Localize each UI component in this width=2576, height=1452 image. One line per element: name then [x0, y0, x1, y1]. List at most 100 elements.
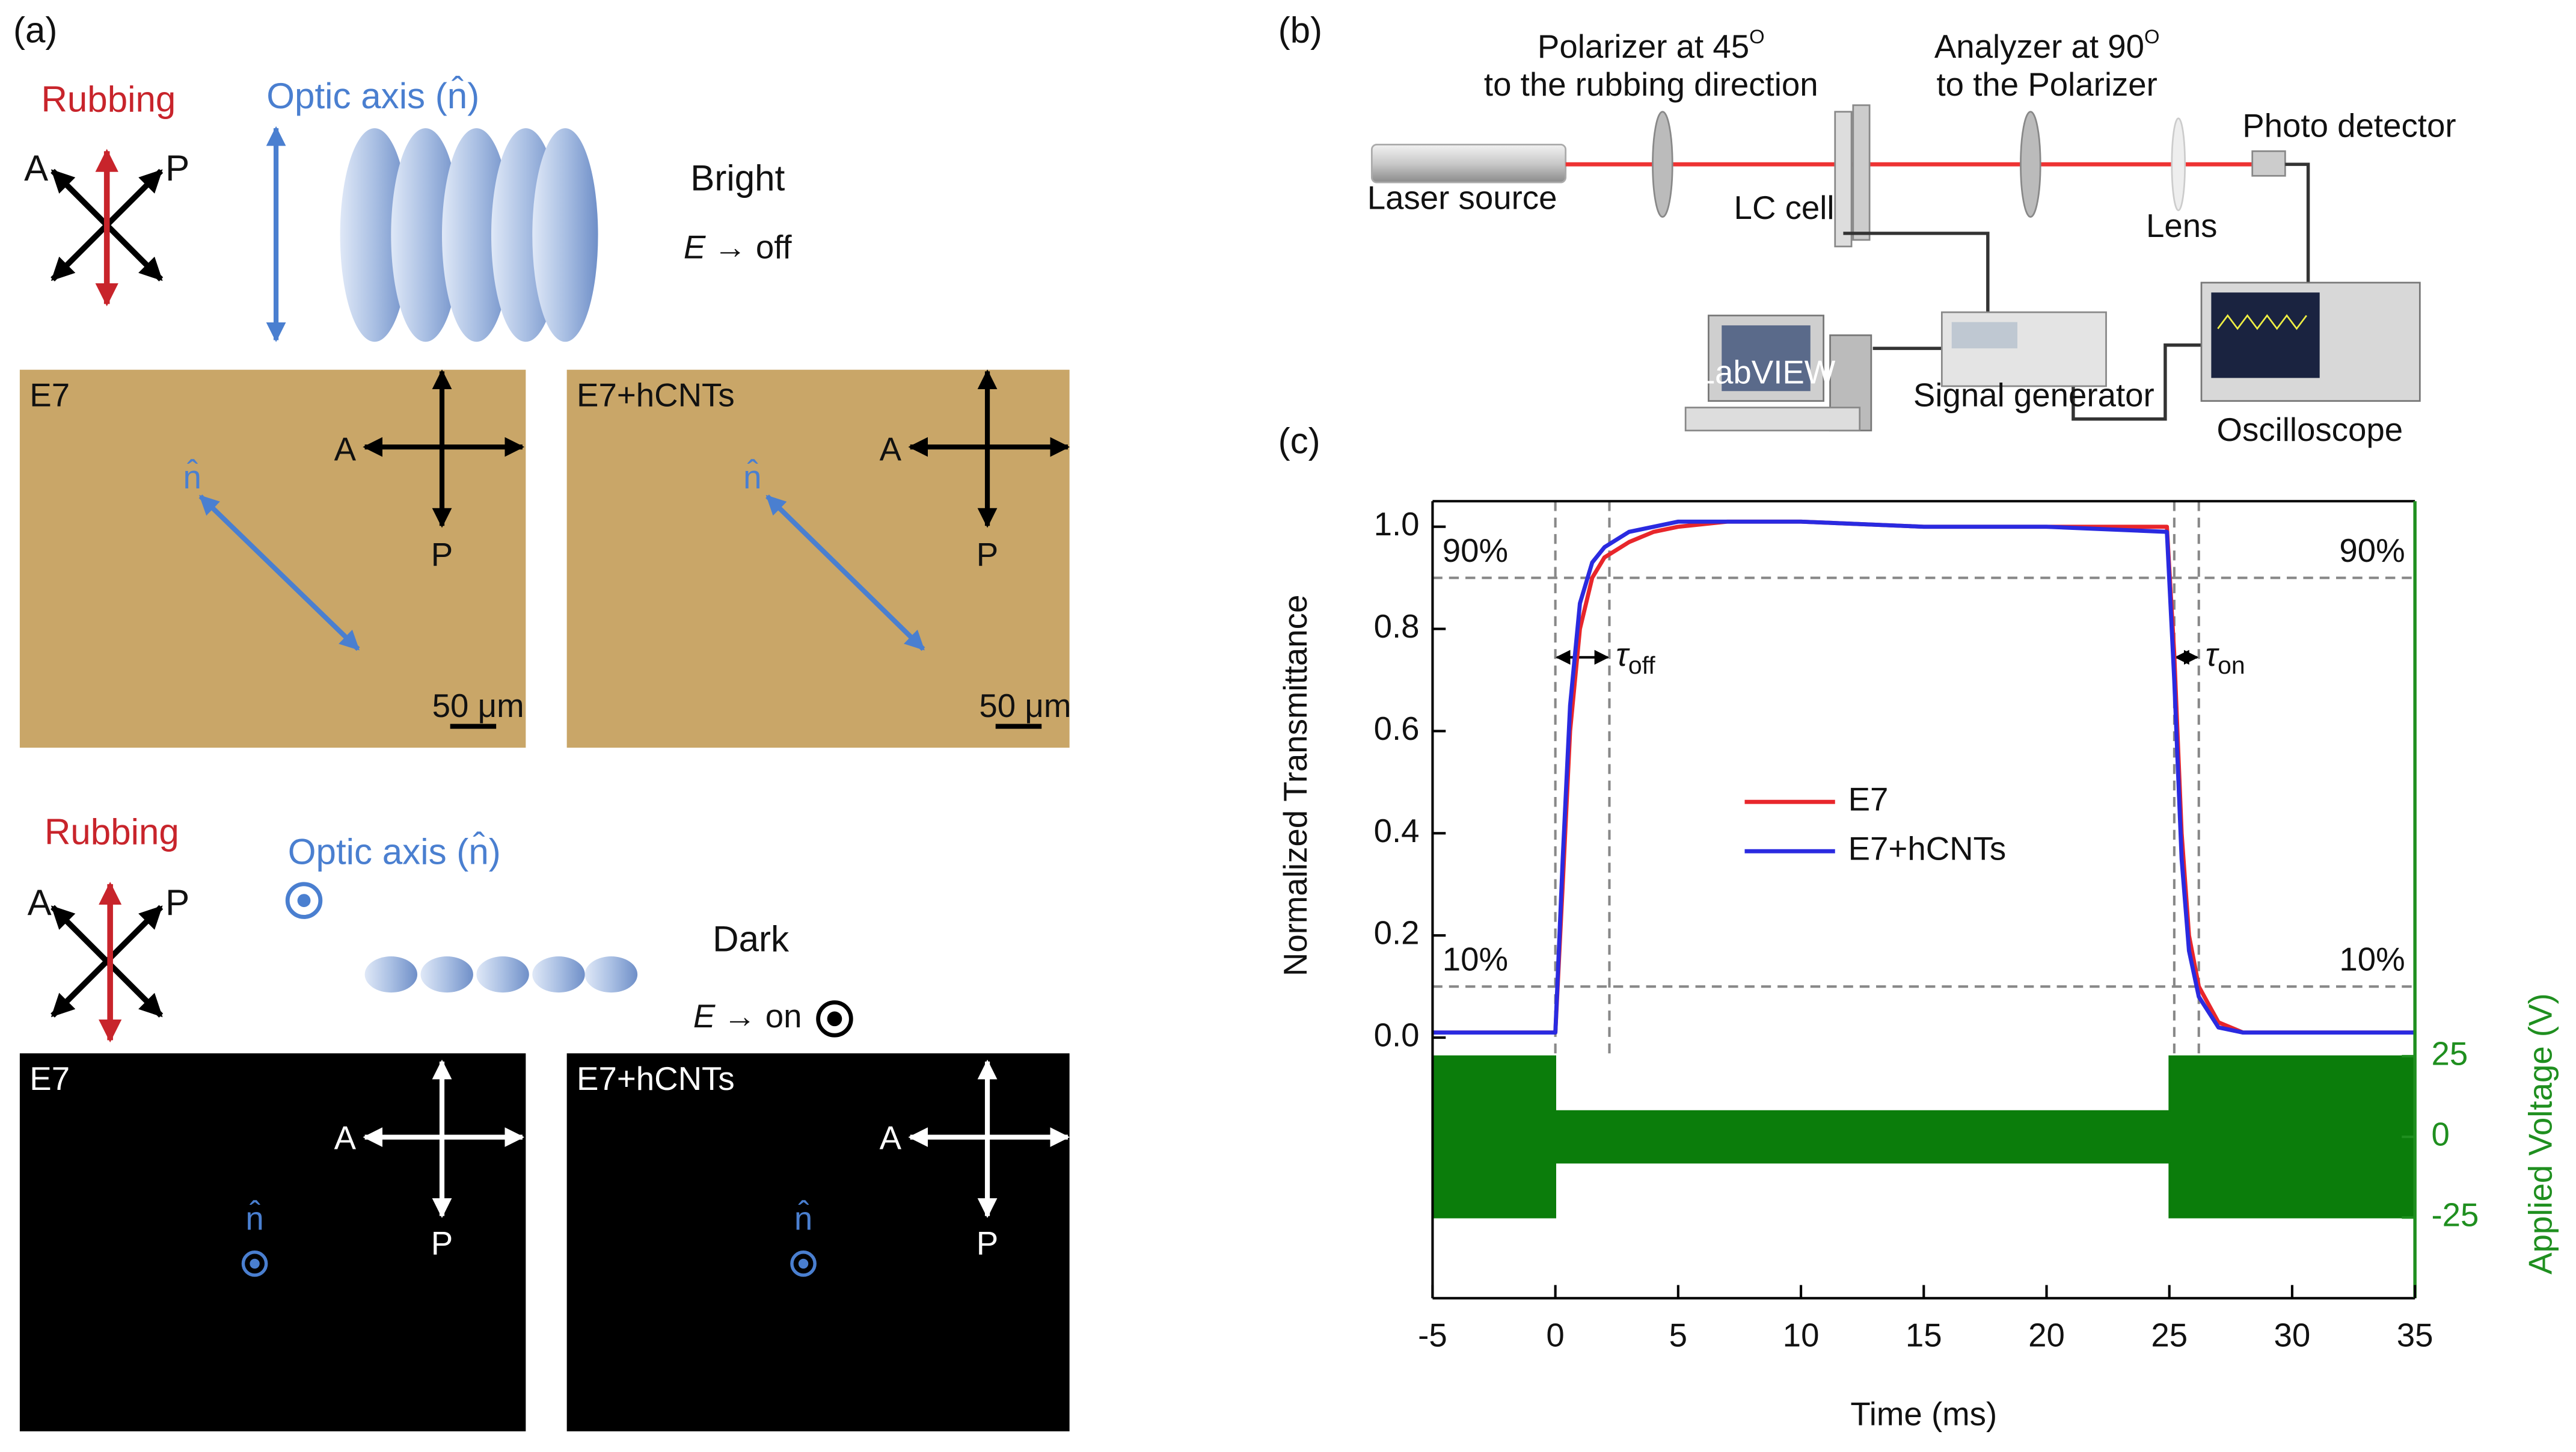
x-tick-label: 5 — [1669, 1317, 1687, 1353]
scale-bar-label: 50 μm — [979, 688, 1071, 724]
x-tick-label: -5 — [1418, 1317, 1447, 1353]
guide-label: 10% — [2339, 941, 2405, 978]
polarizer-label: P — [165, 148, 189, 188]
y2-axis-title: Applied Voltage (V) — [2522, 993, 2559, 1275]
y-tick-label: 0.0 — [1374, 1017, 1420, 1054]
out-of-plane-symbol — [285, 882, 323, 919]
rubbing-label: Rubbing — [41, 79, 176, 119]
y-tick-label: 0.2 — [1374, 915, 1420, 952]
analyzer-label: A — [28, 882, 52, 923]
panel-label: (a) — [13, 10, 57, 51]
scale-bar-label: 50 μm — [432, 688, 524, 724]
field-symbol: E — [684, 229, 706, 266]
superscript: O — [1749, 25, 1765, 47]
x-tick-label: 0 — [1546, 1317, 1564, 1353]
voltage-band — [1432, 1055, 2416, 1219]
director-label: n̂ — [183, 458, 201, 496]
field-state: → on — [723, 998, 802, 1035]
tau-subscript: on — [2218, 651, 2245, 679]
polarizer-label: P — [431, 1225, 453, 1261]
polarizer-label: P — [165, 882, 189, 923]
text: Polarizer at 45 — [1538, 28, 1749, 65]
analyzer-label: A — [334, 431, 357, 468]
polarizer-icon — [1652, 111, 1673, 218]
analyzer-label: to the Polarizer — [1936, 66, 2157, 103]
analyzer-label: A — [334, 1119, 357, 1156]
field-direction-symbol — [816, 1000, 853, 1038]
optic-axis-label: Optic axis (n̂) — [266, 76, 479, 116]
x-axis-title: Time (ms) — [1850, 1395, 1997, 1432]
field-label: E → off — [684, 229, 792, 266]
rubbing-label: Rubbing — [44, 812, 179, 852]
state-label: Bright — [690, 158, 785, 198]
x-tick-label: 35 — [2397, 1317, 2433, 1353]
panel-label: (c) — [1278, 421, 1320, 461]
lc-cell-icon — [1834, 104, 1871, 248]
optic-axis-label: Optic axis (n̂) — [288, 832, 501, 872]
cross-symbol — [51, 149, 164, 307]
image-label: E7+hCNTs — [577, 377, 735, 414]
image-label: E7 — [29, 377, 70, 414]
lc-cell-label: LC cell — [1734, 189, 1835, 226]
state-label: Dark — [713, 918, 790, 959]
text: Analyzer at 90 — [1934, 28, 2144, 65]
guide-label: 90% — [2339, 532, 2405, 569]
y-tick-label: 1.0 — [1374, 506, 1420, 543]
detector-label: Photo detector — [2242, 108, 2456, 144]
tau-symbol: τ — [2206, 636, 2220, 673]
image-overlay: E7 A P n̂ 50 μm — [29, 369, 525, 729]
data-line — [1432, 519, 2415, 1035]
guide-label: 10% — [1443, 941, 1508, 978]
panel-a: (a) Rubbing A P Optic axis (n̂) Bright E… — [13, 10, 1071, 1432]
guide-label: 90% — [1443, 532, 1508, 569]
laser-label: Laser source — [1367, 180, 1557, 217]
tau-symbol: τ — [1616, 636, 1630, 673]
polarizer-label: to the rubbing direction — [1484, 66, 1818, 103]
panel-label: (b) — [1278, 10, 1322, 51]
superscript: O — [2144, 25, 2160, 47]
image-overlay: E7+hCNTs A P n̂ 50 μm — [577, 369, 1071, 729]
x-tick-label: 15 — [1906, 1317, 1942, 1353]
y2-tick-label: -25 — [2431, 1197, 2479, 1234]
polarizer-label: P — [977, 537, 998, 573]
director-label: n̂ — [794, 1199, 812, 1237]
y-tick-label: 0.6 — [1374, 710, 1420, 747]
x-tick-label: 25 — [2151, 1317, 2188, 1353]
field-state: → off — [714, 229, 792, 266]
lc-molecules — [340, 128, 598, 342]
x-tick-label: 10 — [1783, 1317, 1820, 1353]
legend-label: E7 — [1848, 781, 1889, 818]
polarizer-label: Polarizer at 45O — [1538, 25, 1765, 65]
panel-b: (b) Polarizer at 45O to the rubbing dire… — [1278, 10, 2456, 448]
image-overlay: E7+hCNTs A P n̂ — [577, 1059, 1070, 1277]
lc-molecules — [364, 956, 638, 993]
y-tick-label: 0.8 — [1374, 608, 1420, 645]
polarizer-label: P — [977, 1225, 998, 1261]
y2-tick-label: 0 — [2431, 1116, 2449, 1152]
computer-icon: LabVIEW — [1684, 315, 1872, 432]
image-overlay: E7 A P n̂ — [29, 1059, 525, 1277]
laser-icon — [1370, 144, 1567, 183]
y-axis-title: Normalized Transmittance — [1277, 595, 1314, 976]
tau-label: τon — [2206, 636, 2245, 679]
analyzer-label: A — [24, 148, 48, 188]
analyzer-icon — [2020, 111, 2041, 218]
y-tick-label: 0.4 — [1374, 813, 1420, 849]
oscilloscope-label: Oscilloscope — [2216, 411, 2403, 448]
y2-tick-label: 25 — [2431, 1035, 2468, 1072]
director-label: n̂ — [743, 458, 761, 496]
image-label: E7 — [29, 1060, 70, 1097]
detector-icon — [2251, 150, 2286, 177]
tau-label: τoff — [1616, 636, 1655, 679]
tau-subscript: off — [1628, 651, 1655, 679]
director-label: n̂ — [245, 1199, 263, 1237]
x-tick-label: 20 — [2028, 1317, 2065, 1353]
oscilloscope-icon — [2200, 281, 2421, 402]
software-label: LabVIEW — [1697, 354, 1836, 390]
field-label: E → on — [693, 998, 802, 1035]
cables — [1843, 162, 2310, 421]
polarizer-label: P — [431, 537, 453, 573]
field-symbol: E — [693, 998, 716, 1035]
